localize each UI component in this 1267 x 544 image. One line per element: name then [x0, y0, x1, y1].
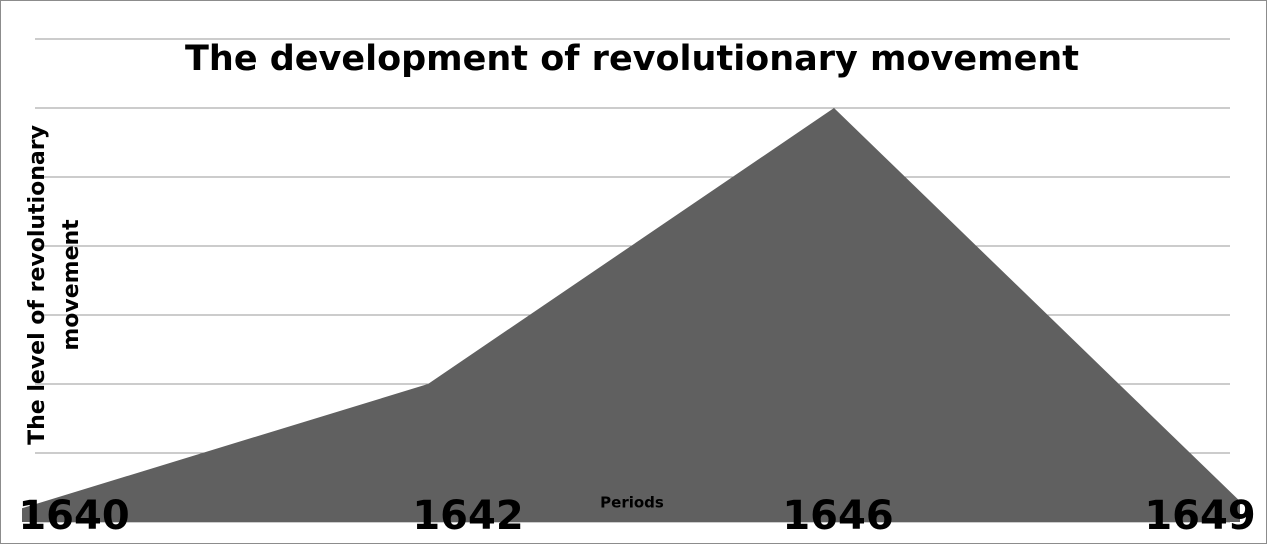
y-axis-label: The level of revolutionary movement: [25, 125, 84, 445]
x-tick-label: 1640: [18, 493, 129, 539]
chart-title: The development of revolutionary movemen…: [185, 39, 1079, 79]
x-tick-label: 1646: [782, 493, 893, 539]
x-tick-label: 1649: [1144, 493, 1255, 539]
area: [22, 108, 1240, 522]
x-tick-label: 1642: [412, 493, 523, 539]
x-axis-label: Periods: [600, 494, 664, 512]
